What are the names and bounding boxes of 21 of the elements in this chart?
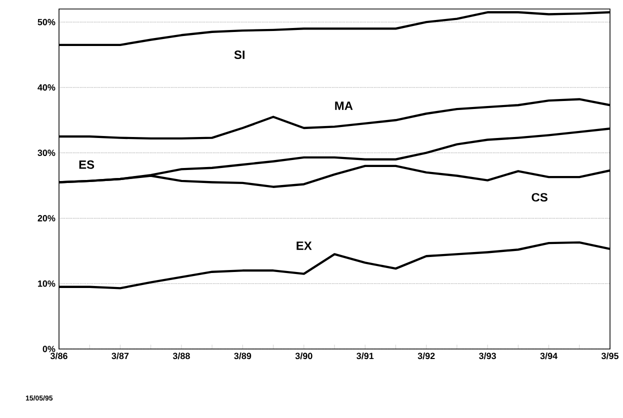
series-label: MA: [335, 102, 353, 110]
y-tick-label: 50%: [38, 18, 56, 26]
x-tick-label: 3/95: [601, 352, 619, 360]
x-tick-label: 3/86: [50, 352, 68, 360]
series-label: CS: [532, 193, 548, 202]
series-label: ES: [79, 160, 94, 169]
series-label: EX: [296, 242, 312, 250]
x-tick-label: 3/94: [540, 352, 558, 360]
y-tick-label: 20%: [38, 215, 56, 222]
y-tick-label: 40%: [38, 84, 56, 91]
x-tick-label: 3/93: [479, 352, 496, 360]
x-tick-label: 3/92: [418, 352, 435, 360]
series-label: SI: [234, 50, 244, 60]
y-tick-label: 0%: [42, 346, 56, 352]
x-tick-label: 3/87: [112, 352, 129, 360]
y-tick-label: 10%: [38, 280, 56, 287]
x-tick-label: 3/90: [295, 352, 312, 360]
x-tick-label: 3/91: [356, 352, 374, 360]
x-tick-label: 3/88: [172, 352, 190, 360]
y-tick-label: 30%: [38, 150, 56, 156]
x-tick-label: 3/89: [234, 352, 252, 360]
